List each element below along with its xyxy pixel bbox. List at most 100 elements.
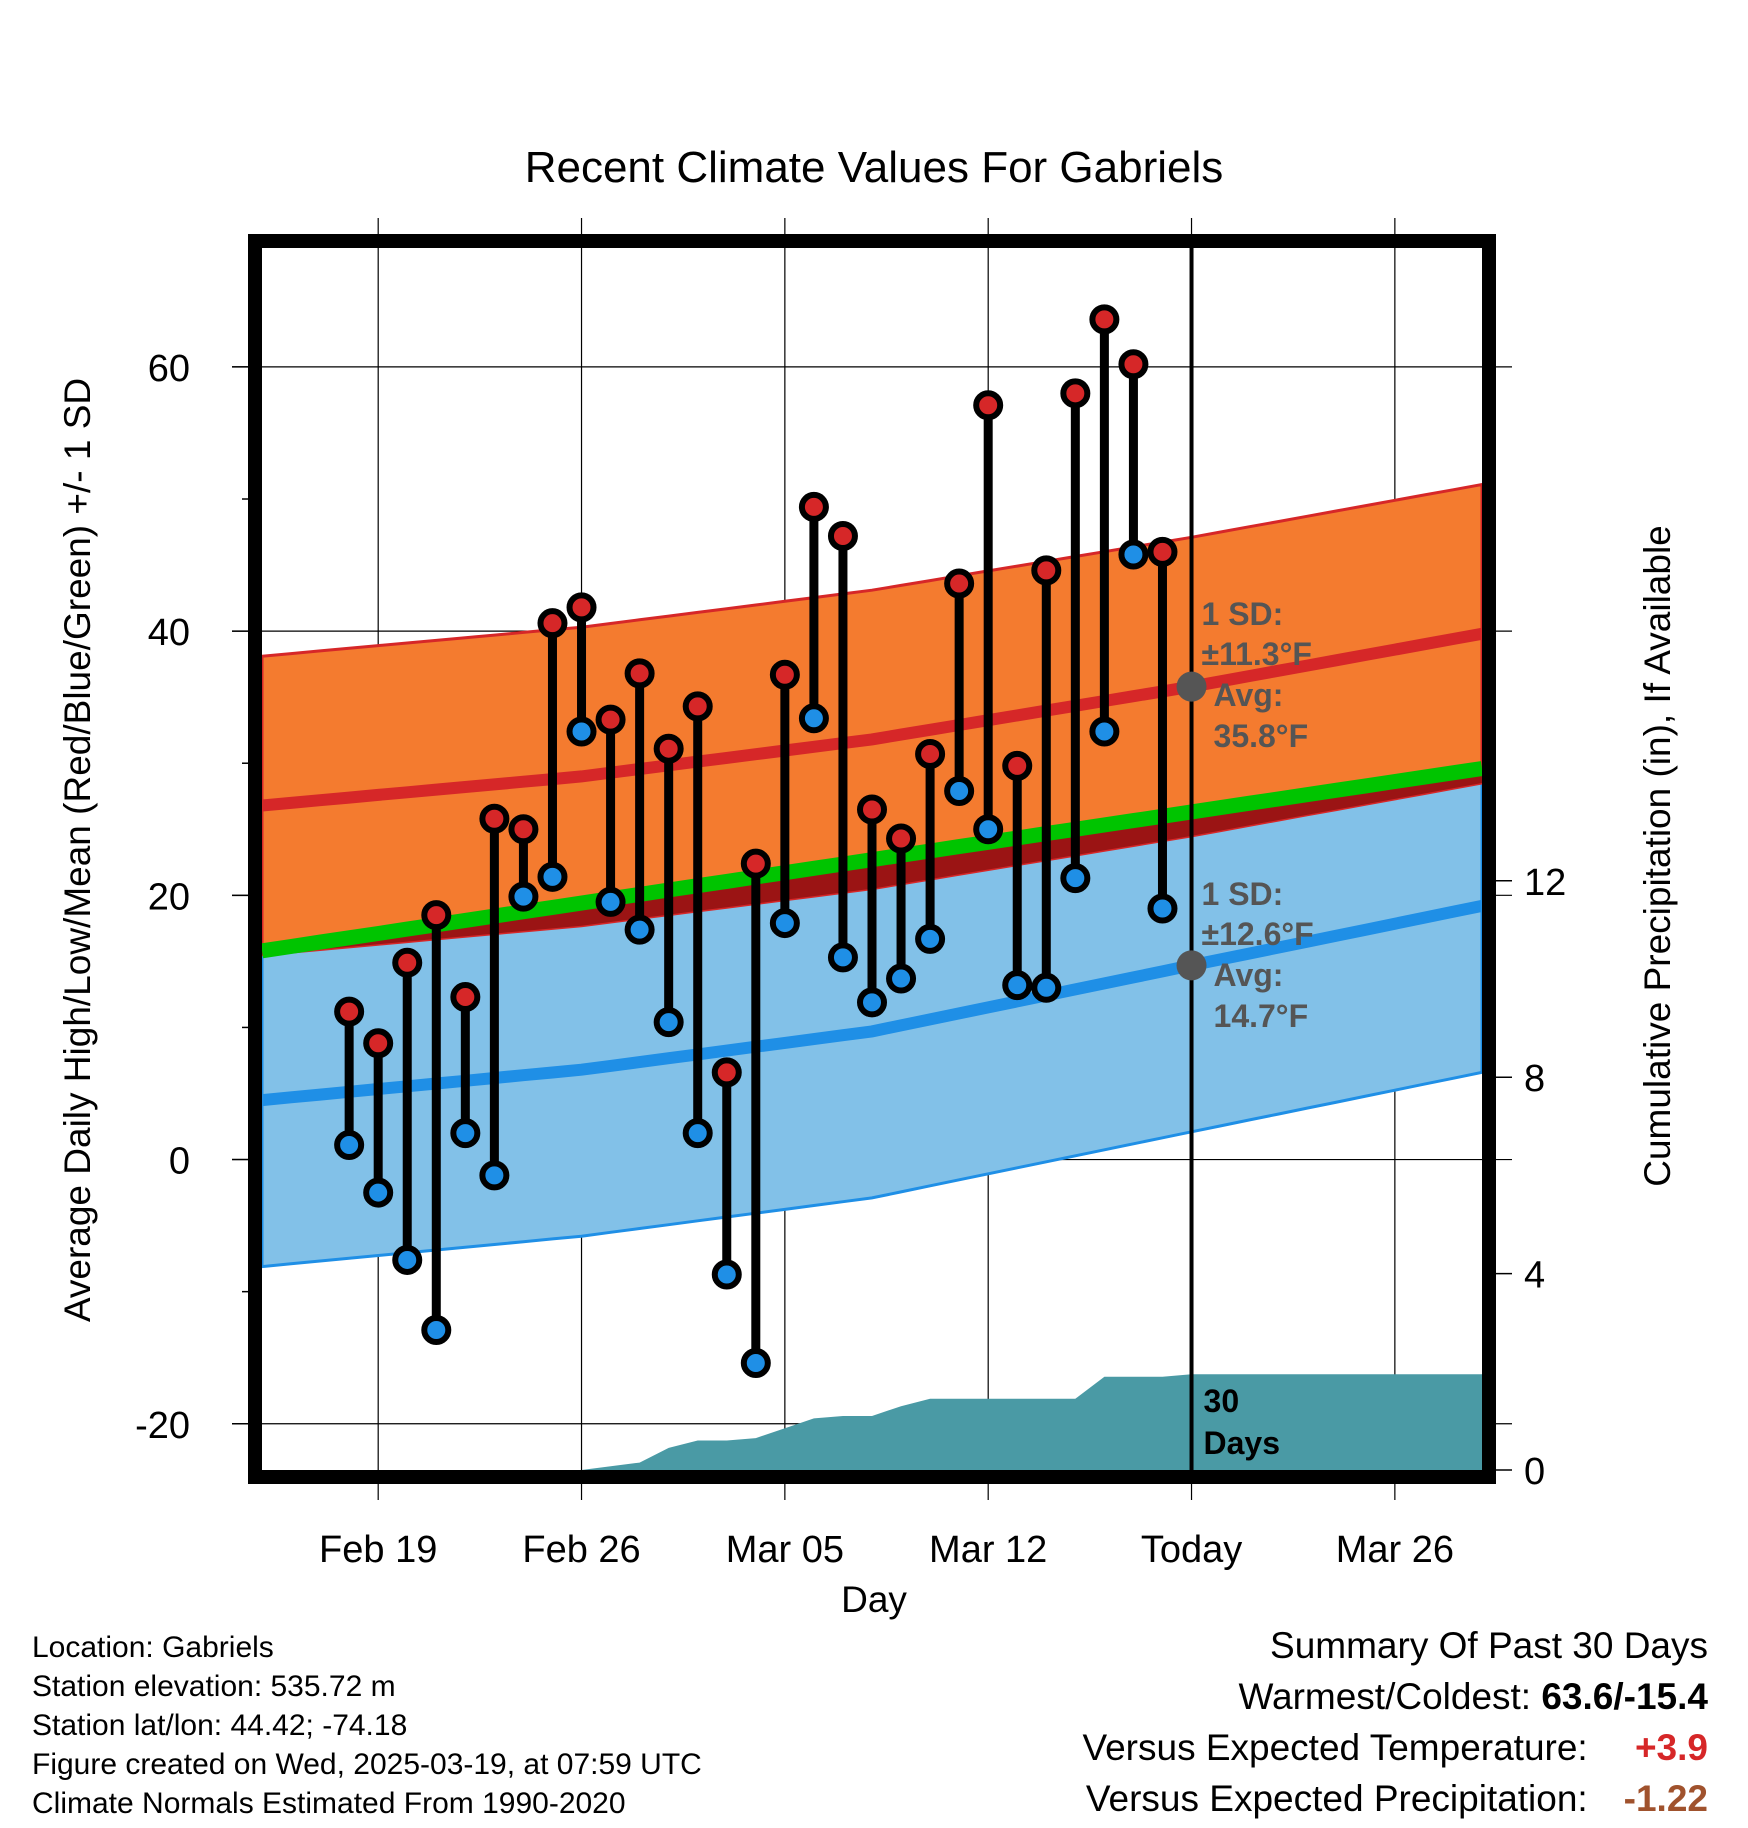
high-point bbox=[624, 658, 655, 689]
precip-value: -1.22 bbox=[1623, 1778, 1708, 1819]
low-point bbox=[682, 1118, 713, 1149]
high-point bbox=[682, 691, 713, 722]
high-point bbox=[973, 390, 1004, 421]
high-point bbox=[392, 947, 423, 978]
climate-chart: Recent Climate Values For Gabriels -20 0 2… bbox=[57, 143, 1678, 1620]
normals-text: Climate Normals Estimated From 1990-2020 bbox=[32, 1787, 626, 1820]
low-point bbox=[653, 1007, 684, 1038]
high-point bbox=[363, 1028, 394, 1059]
days-label: Days bbox=[1204, 1425, 1281, 1461]
low-point bbox=[1031, 972, 1062, 1003]
y-tick-label: 60 bbox=[148, 348, 190, 390]
precip-label: Versus Expected Precipitation: bbox=[1085, 1778, 1588, 1819]
low-point bbox=[334, 1130, 365, 1161]
high-point bbox=[1031, 555, 1062, 586]
high-point bbox=[798, 491, 829, 522]
summary-panel: Summary Of Past 30 Days Warmest/Coldest:… bbox=[1082, 1620, 1708, 1824]
summary-heading: Summary Of Past 30 Days bbox=[1270, 1625, 1708, 1666]
high-point bbox=[711, 1057, 742, 1088]
low-point bbox=[595, 886, 626, 917]
low-point bbox=[363, 1177, 394, 1208]
low-sd-label: 1 SD: bbox=[1202, 876, 1284, 912]
y-tick-label: 20 bbox=[148, 876, 190, 918]
low-point bbox=[1002, 970, 1033, 1001]
high-sd-value: ±11.3°F bbox=[1202, 636, 1312, 672]
warmest-coldest-row: Warmest/Coldest: 63.6/-15.4 bbox=[1082, 1671, 1708, 1722]
low-sd-value: ±12.6°F bbox=[1202, 916, 1314, 952]
y-axis-label: Average Daily High/Low/Mean (Red/Blue/Gr… bbox=[57, 378, 98, 1322]
temp-value: +3.9 bbox=[1634, 1727, 1708, 1768]
high-point bbox=[334, 996, 365, 1027]
high-point bbox=[1089, 304, 1120, 335]
high-avg-label: Avg: bbox=[1214, 677, 1284, 713]
high-point bbox=[479, 803, 510, 834]
low-point bbox=[711, 1259, 742, 1290]
low-point bbox=[1147, 893, 1178, 924]
low-point bbox=[769, 908, 800, 939]
low-point bbox=[915, 923, 946, 954]
y2-axis-label: Cumulative Precipitation (in), If Availa… bbox=[1637, 525, 1678, 1187]
x-tick-label: Feb 19 bbox=[319, 1529, 437, 1571]
x-axis-label: Day bbox=[841, 1579, 907, 1620]
low-point bbox=[886, 963, 917, 994]
low-point bbox=[392, 1244, 423, 1275]
low-point bbox=[479, 1160, 510, 1191]
precip-area bbox=[581, 1374, 1482, 1470]
low-point bbox=[1118, 539, 1149, 570]
low-point bbox=[827, 942, 858, 973]
warmest-value: 63.6/-15.4 bbox=[1541, 1676, 1708, 1717]
precip-row: Versus Expected Precipitation: -1.22 bbox=[1082, 1773, 1708, 1824]
y2-tick-label: 12 bbox=[1524, 862, 1566, 904]
high-point bbox=[508, 814, 539, 845]
x-tick-label: Mar 12 bbox=[929, 1529, 1047, 1571]
warmest-label: Warmest/Coldest: bbox=[1238, 1676, 1542, 1717]
today-high-avg-point bbox=[1176, 671, 1207, 702]
low-point bbox=[857, 987, 887, 1018]
high-point bbox=[653, 733, 684, 764]
high-sd-label: 1 SD: bbox=[1202, 596, 1284, 632]
high-point bbox=[1060, 378, 1091, 409]
y-tick-label: 0 bbox=[169, 1141, 190, 1183]
low-point bbox=[508, 881, 539, 912]
high-point bbox=[537, 608, 568, 639]
high-point bbox=[566, 592, 597, 623]
high-point bbox=[450, 982, 481, 1013]
elevation-text: Station elevation: 535.72 m bbox=[32, 1670, 396, 1703]
created-text: Figure created on Wed, 2025-03-19, at 07… bbox=[32, 1748, 702, 1781]
high-point bbox=[595, 704, 626, 735]
y-tick-label: 40 bbox=[148, 612, 190, 654]
high-point bbox=[857, 794, 887, 825]
x-tick-label: Feb 26 bbox=[522, 1529, 640, 1571]
low-avg-value: 14.7°F bbox=[1214, 998, 1309, 1034]
low-point bbox=[798, 703, 829, 734]
days-count: 30 bbox=[1204, 1383, 1240, 1419]
data-marks bbox=[334, 304, 1207, 1378]
low-point bbox=[421, 1314, 452, 1345]
low-point bbox=[537, 861, 568, 892]
axis-ticks: -20 0 20 40 60 0 4 8 12 Feb 19 Feb 26 Mar 05 Mar 12 T… bbox=[135, 234, 1566, 1571]
high-point bbox=[827, 520, 858, 551]
low-avg-label: Avg: bbox=[1214, 957, 1284, 993]
low-point bbox=[944, 775, 975, 806]
x-tick-label: Mar 05 bbox=[726, 1529, 844, 1571]
annotations: 1 SD: ±11.3°F Avg: 35.8°F 1 SD: ±12.6°F Avg: 14… bbox=[1202, 596, 1314, 1461]
high-point bbox=[915, 738, 946, 769]
chart-title: Recent Climate Values For Gabriels bbox=[525, 143, 1224, 192]
y2-tick-label: 8 bbox=[1524, 1058, 1545, 1100]
y2-tick-label: 0 bbox=[1524, 1451, 1545, 1493]
high-point bbox=[1118, 349, 1149, 380]
low-point bbox=[566, 716, 597, 747]
high-point bbox=[1147, 536, 1178, 567]
high-point bbox=[769, 659, 800, 690]
high-avg-value: 35.8°F bbox=[1214, 718, 1309, 754]
high-point bbox=[740, 848, 771, 879]
temp-label: Versus Expected Temperature: bbox=[1082, 1727, 1588, 1768]
high-point bbox=[944, 568, 975, 599]
high-point bbox=[886, 823, 917, 854]
today-low-avg-point bbox=[1176, 950, 1207, 981]
y2-tick-label: 4 bbox=[1524, 1255, 1545, 1297]
plot-frame bbox=[248, 234, 1496, 1484]
station-info: Location: Gabriels Station elevation: 53… bbox=[32, 1628, 702, 1823]
temp-row: Versus Expected Temperature: +3.9 bbox=[1082, 1722, 1708, 1773]
low-point bbox=[624, 914, 655, 945]
